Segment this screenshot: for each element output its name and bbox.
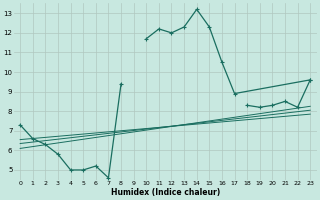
X-axis label: Humidex (Indice chaleur): Humidex (Indice chaleur) <box>111 188 220 197</box>
